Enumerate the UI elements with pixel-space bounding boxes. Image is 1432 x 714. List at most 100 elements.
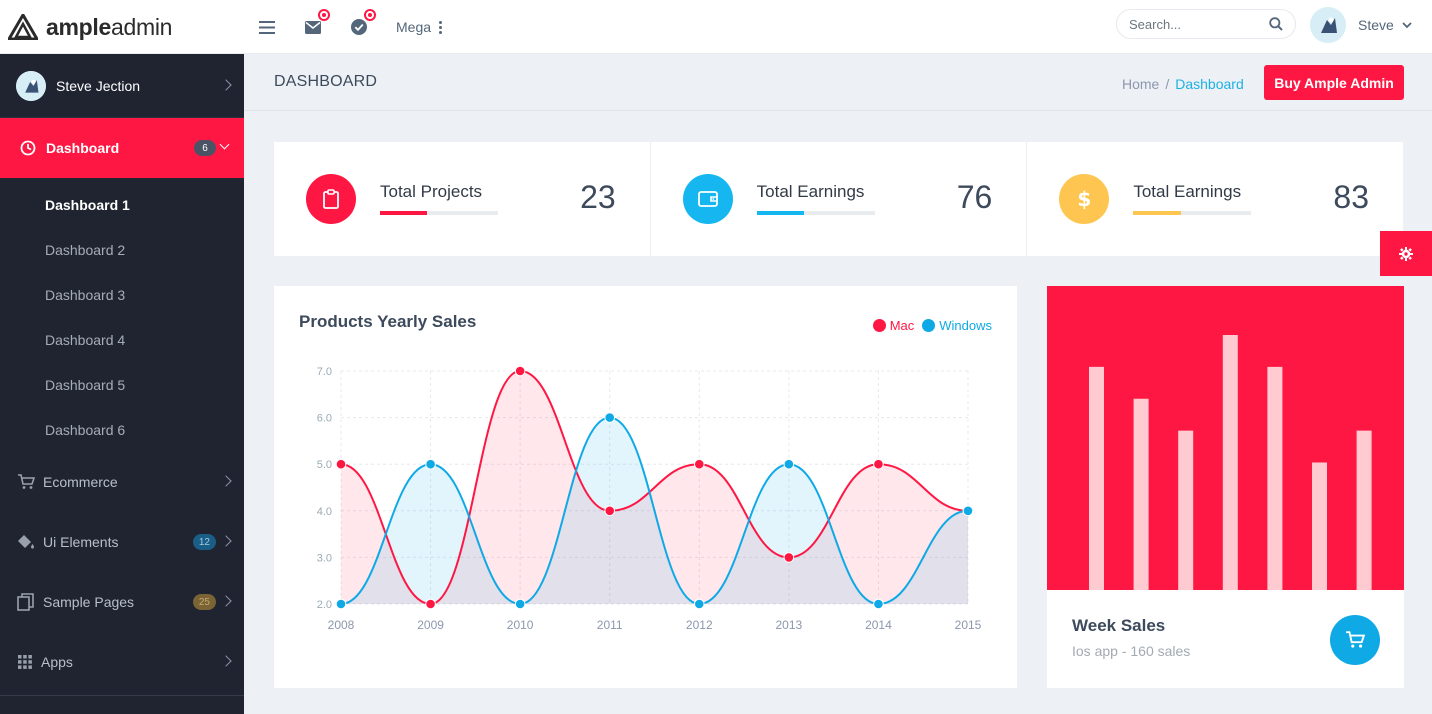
chevron-right-icon — [220, 655, 232, 667]
mail-icon[interactable] — [304, 9, 330, 36]
breadcrumb-home[interactable]: Home — [1122, 76, 1160, 92]
data-point-windows — [873, 598, 884, 610]
buy-ample-admin-button[interactable]: Buy Ample Admin — [1264, 65, 1404, 100]
data-point-mac — [783, 552, 795, 563]
stat-label: Total Earnings — [1133, 182, 1242, 201]
sidebar-item-dashboard[interactable]: Dashboard 6 — [0, 118, 244, 178]
sidebar-divider — [0, 695, 244, 696]
sidebar-subitem-dashboard-4[interactable]: Dashboard 4 — [45, 331, 126, 348]
products-yearly-sales-card: 2.0 3.0 4.0 5.0 6.0 7.0 2008 2009 2010 2011 2012 20… — [274, 286, 1017, 688]
sidebar-item-label: Ecommerce — [43, 474, 118, 490]
stat-value: 76 — [956, 179, 993, 215]
sample-pages-count-badge: 25 — [192, 594, 216, 610]
week-sales-bars — [1089, 335, 1372, 590]
data-point-mac — [873, 458, 884, 470]
legend-item-mac[interactable]: Mac — [872, 318, 914, 333]
data-point-windows — [514, 598, 526, 610]
check-circle-icon[interactable] — [350, 9, 376, 36]
wallet-icon — [682, 174, 733, 224]
series-line-mac — [340, 369, 969, 606]
search-input[interactable] — [1129, 16, 1259, 32]
brand[interactable]: ampleadmin — [0, 0, 244, 54]
stat-progress-bar — [756, 211, 875, 215]
data-point-mac — [514, 365, 526, 377]
data-point-windows — [783, 458, 795, 470]
y-tick-label: 2.0 — [317, 599, 332, 611]
sidebar-subitem-dashboard-6[interactable]: Dashboard 6 — [45, 421, 126, 438]
sidebar-item-sample-pages[interactable]: Sample Pages 25 — [0, 572, 244, 632]
mail-notify-dot — [318, 9, 330, 21]
stat-progress-fill — [756, 211, 804, 215]
stat-card-total-earnings: Total Earnings 76 — [651, 142, 1028, 256]
chevron-down-icon — [1402, 21, 1412, 28]
week-sales-chart — [1047, 286, 1404, 590]
data-point-windows — [962, 505, 974, 517]
page-title: DASHBOARD — [274, 73, 378, 90]
sidebar-subitem-dashboard-1[interactable]: Dashboard 1 — [45, 196, 130, 213]
search-icon[interactable] — [1269, 17, 1283, 31]
sidebar-subitem-dashboard-2[interactable]: Dashboard 2 — [45, 241, 126, 258]
copy-pages-icon — [17, 593, 34, 611]
week-sales-subtitle: Ios app - 160 sales — [1072, 643, 1191, 659]
x-tick-label: 2011 — [597, 618, 623, 632]
cart-button[interactable] — [1330, 615, 1380, 665]
paint-bucket-icon — [18, 535, 34, 549]
chevron-right-icon — [220, 535, 232, 547]
chevron-down-icon — [219, 139, 230, 150]
stat-label: Total Projects — [380, 182, 483, 201]
settings-gear-button[interactable] — [1380, 231, 1432, 276]
search-box[interactable] — [1116, 9, 1296, 39]
task-notify-dot — [364, 9, 376, 21]
sidebar-item-label: Sample Pages — [43, 594, 135, 610]
y-tick-label: 7.0 — [317, 366, 332, 378]
stat-progress-fill — [380, 211, 428, 215]
brand-name: ampleadmin — [46, 13, 173, 40]
legend-dot — [872, 319, 886, 332]
legend-label: Windows — [939, 318, 992, 333]
legend-item-windows[interactable]: Windows — [922, 318, 992, 333]
data-point-mac — [335, 458, 347, 470]
sidebar-item-ui-elements[interactable]: Ui Elements 12 — [0, 512, 244, 572]
x-tick-label: 2012 — [686, 618, 713, 632]
y-tick-label: 6.0 — [317, 413, 332, 425]
data-point-mac — [693, 458, 705, 470]
menu-toggle-icon[interactable] — [258, 18, 276, 36]
y-tick-label: 4.0 — [317, 506, 332, 518]
ample-logo-icon — [8, 14, 38, 40]
sidebar-subitem-dashboard-3[interactable]: Dashboard 3 — [45, 286, 126, 303]
x-tick-label: 2010 — [507, 618, 534, 632]
stat-progress-bar — [380, 211, 498, 215]
sidebar-user[interactable]: Steve Jection — [0, 54, 244, 118]
data-point-mac — [604, 505, 616, 517]
sidebar-item-apps[interactable]: Apps — [0, 632, 244, 692]
chart-title: Products Yearly Sales — [299, 312, 477, 331]
week-sales-bar — [1312, 462, 1327, 590]
topbar-nav: Mega — [258, 0, 443, 54]
data-point-windows — [425, 458, 436, 470]
stats-row: Total Projects 23 Total Earnings 76 $ To… — [274, 142, 1403, 256]
x-tick-label: 2008 — [328, 618, 355, 632]
breadcrumb-current[interactable]: Dashboard — [1175, 76, 1244, 92]
user-menu[interactable]: Steve — [1310, 7, 1412, 43]
dashboard-submenu: Dashboard 1 Dashboard 2 Dashboard 3 Dash… — [0, 178, 244, 452]
sidebar-item-label: Ui Elements — [43, 534, 119, 550]
chart-legend: Mac Windows — [865, 318, 992, 333]
sidebar-item-label: Apps — [41, 654, 73, 670]
stat-progress-bar — [1133, 211, 1252, 215]
series-line-windows — [340, 416, 969, 606]
x-tick-label: 2009 — [417, 618, 444, 632]
mega-menu-toggle[interactable]: Mega — [396, 19, 443, 35]
data-point-windows — [604, 412, 616, 423]
stat-progress-fill — [1133, 211, 1181, 215]
clipboard-icon — [306, 174, 356, 224]
stat-label: Total Earnings — [756, 182, 865, 201]
dashboard-count-badge: 6 — [194, 140, 216, 156]
breadcrumb: Home / Dashboard — [1122, 76, 1244, 92]
apps-grid-icon — [18, 655, 32, 669]
week-sales-title: Week Sales — [1072, 616, 1166, 635]
week-sales-bar — [1089, 366, 1104, 590]
sidebar-subitem-dashboard-5[interactable]: Dashboard 5 — [45, 376, 126, 393]
sidebar-item-ecommerce[interactable]: Ecommerce — [0, 452, 244, 512]
x-tick-label: 2014 — [865, 618, 892, 632]
data-point-windows — [693, 598, 705, 610]
